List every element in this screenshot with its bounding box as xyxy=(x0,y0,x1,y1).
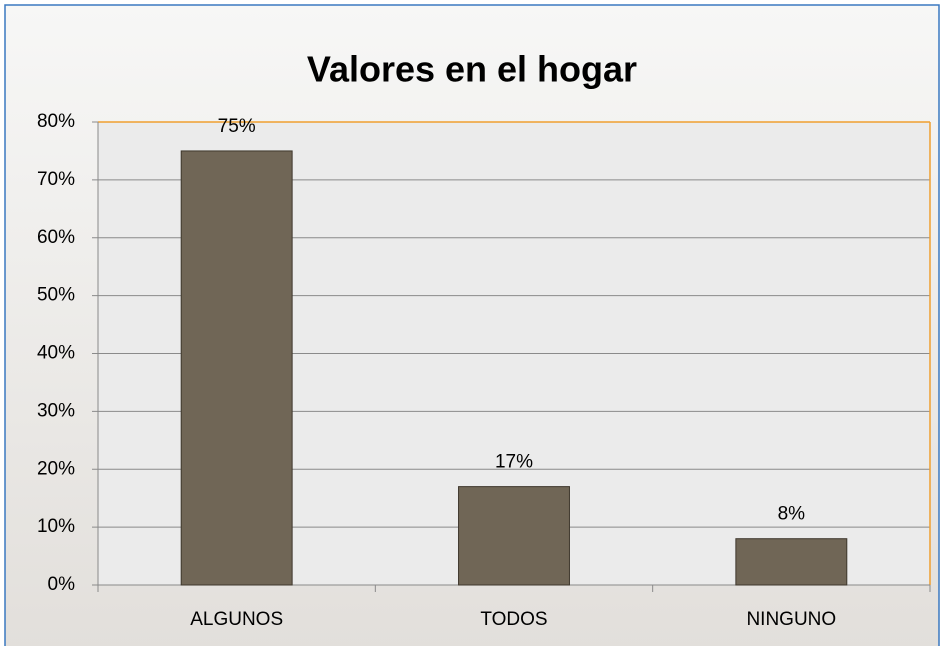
data-label: 75% xyxy=(218,116,256,137)
y-tick-label: 60% xyxy=(37,227,75,248)
y-tick-label: 20% xyxy=(37,458,75,479)
y-tick-label: 50% xyxy=(37,285,75,306)
y-tick-label: 0% xyxy=(48,574,76,595)
bar xyxy=(458,486,570,586)
data-label: 8% xyxy=(778,504,806,525)
y-tick-label: 80% xyxy=(37,111,75,132)
data-label: 17% xyxy=(495,452,533,473)
bar xyxy=(180,150,293,586)
y-tick-label: 10% xyxy=(37,516,75,537)
bar xyxy=(735,538,848,586)
x-tick-label: TODOS xyxy=(480,609,547,630)
x-tick-label: NINGUNO xyxy=(746,609,836,630)
y-tick-label: 70% xyxy=(37,169,75,190)
x-tick-label: ALGUNOS xyxy=(190,609,283,630)
chart-title: Valores en el hogar xyxy=(307,49,637,90)
y-tick-label: 40% xyxy=(37,343,75,364)
y-tick-label: 30% xyxy=(37,400,75,421)
